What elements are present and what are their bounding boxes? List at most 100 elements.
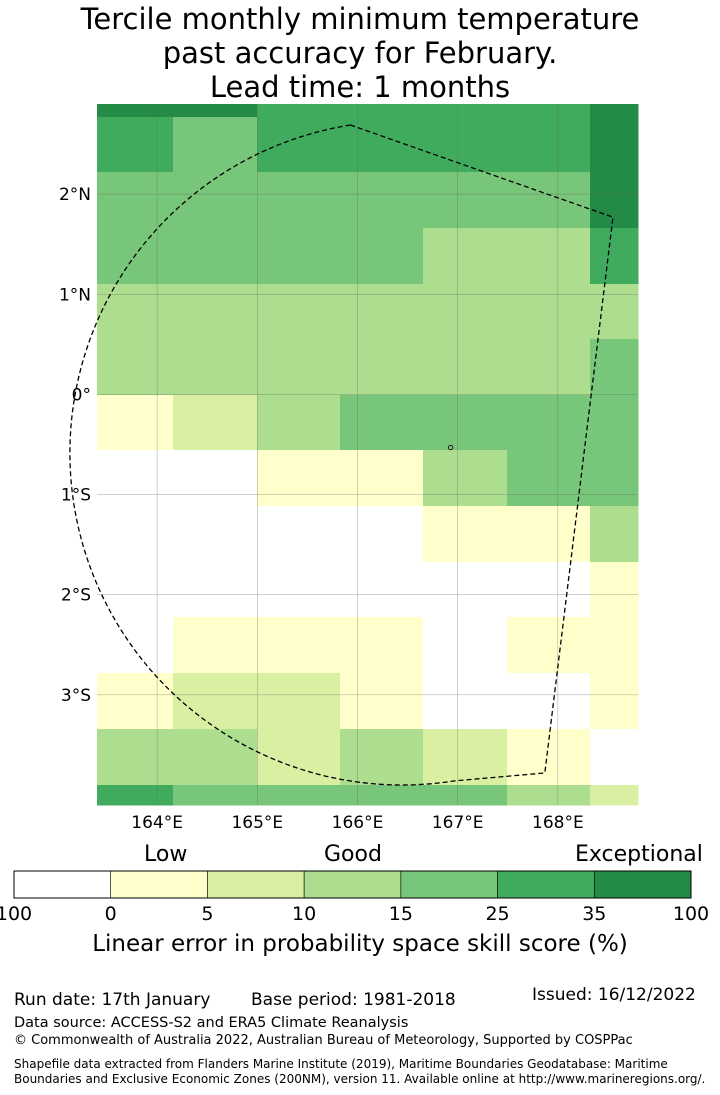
colorbar-tick-label: 100 (673, 903, 709, 925)
grid-cell (340, 673, 424, 730)
grid-cell (590, 395, 639, 451)
lat-tick-label: 2°S (61, 586, 91, 606)
grid-cell (340, 395, 424, 451)
grid-cell (423, 729, 508, 786)
grid-cell (97, 395, 174, 451)
colorbar-bin (13, 870, 112, 899)
grid-cell (173, 395, 258, 451)
grid-cell (173, 506, 258, 563)
grid-cell (173, 785, 258, 806)
grid-cell (423, 562, 508, 618)
grid-cell (590, 172, 639, 229)
chart-title: Tercile monthly minimum temperature past… (0, 2, 720, 104)
lon-tick-label: 168°E (532, 813, 584, 833)
grid-cell (97, 172, 174, 229)
colorbar-tick-label: 0 (105, 903, 117, 925)
colorbar-tick-label: 100 (0, 903, 32, 925)
colorbar-bin (400, 870, 498, 899)
grid-cell (590, 562, 639, 618)
grid-cell (340, 228, 424, 285)
grid-cell (590, 228, 639, 285)
lon-tick-label: 167°E (432, 813, 484, 833)
grid-cell (507, 450, 591, 507)
grid-cell (257, 673, 341, 730)
title-line-2: past accuracy for February. (162, 36, 558, 70)
data-source: Data source: ACCESS-S2 and ERA5 Climate … (14, 1015, 409, 1031)
grid-cell (97, 506, 174, 563)
grid-cell (257, 228, 341, 285)
grid-cell (173, 673, 258, 730)
colorbar-exceptional-label: Exceptional (575, 842, 703, 867)
colorbar-bin (303, 870, 402, 899)
shapefile-credit-line-1: Shapefile data extracted from Flanders M… (14, 1057, 668, 1071)
grid-cell (97, 450, 174, 507)
island-marker (448, 444, 454, 451)
grid-cell (507, 395, 591, 451)
grid-cell (423, 617, 508, 674)
grid-cell (340, 284, 424, 340)
colorbar-low-label: Low (144, 842, 188, 867)
grid-cell (590, 785, 639, 806)
colorbar: 100 0 5 10 15 25 35 100 (0, 870, 709, 925)
grid-cell (423, 172, 508, 229)
lat-tick-label: 2°N (59, 185, 91, 205)
grid-cell (507, 617, 591, 674)
grid-cell (507, 339, 591, 396)
grid-cell (257, 562, 341, 618)
run-date: Run date: 17th January (14, 990, 211, 1010)
colorbar-axis-label: Linear error in probability space skill … (92, 931, 628, 957)
lat-tick-label: 3°S (61, 686, 91, 706)
grid-cell (340, 617, 424, 674)
grid-cell (97, 104, 174, 118)
issued-date: Issued: 16/12/2022 (532, 985, 696, 1005)
eez-boundary-line (69, 124, 614, 786)
grid-cell (590, 506, 639, 563)
shapefile-credit-line-2: Boundaries and Exclusive Economic Zones … (14, 1072, 706, 1086)
grid-cell (340, 450, 424, 507)
grid-cell (173, 339, 258, 396)
grid-cell (257, 172, 341, 229)
grid-cell (173, 562, 258, 618)
grid-cell (423, 117, 508, 173)
grid-cell (590, 339, 639, 396)
lat-tick-label: 1°S (61, 486, 91, 506)
grid-cell (507, 117, 591, 173)
grid-cell (97, 673, 174, 730)
grid-cell (507, 506, 591, 563)
grid-cell (590, 104, 639, 118)
lon-tick-label: 166°E (332, 813, 384, 833)
grid-cell (423, 228, 508, 285)
grid-cell (590, 617, 639, 674)
colorbar-tick-label: 25 (485, 903, 509, 925)
grid-cell (340, 562, 424, 618)
lon-tick-label: 165°E (231, 813, 283, 833)
base-period: Base period: 1981-2018 (251, 990, 456, 1010)
grid-cell (590, 729, 639, 786)
colorbar-good-label: Good (324, 842, 382, 867)
grid-cell (257, 785, 341, 806)
grid-cell (340, 104, 424, 118)
grid-cell (97, 284, 174, 340)
grid-cell (257, 617, 341, 674)
grid-cell (423, 450, 508, 507)
grid-cell (257, 284, 341, 340)
grid-cell (590, 450, 639, 507)
grid-cell (257, 339, 341, 396)
grid-cell (97, 339, 174, 396)
grid-cell (423, 104, 508, 118)
eez-boundary (69, 124, 614, 786)
grid-cell (507, 562, 591, 618)
grid-cell (97, 617, 174, 674)
grid-cell (340, 785, 424, 806)
title-line-1: Tercile monthly minimum temperature (80, 2, 640, 36)
grid-cell (423, 395, 508, 451)
grid-cell (423, 785, 508, 806)
grid-cell (257, 117, 341, 173)
grid-cell (257, 104, 341, 118)
map-axis-labels: 2°N 1°N 0° 1°S 2°S 3°S 164°E 165°E 166°E 167°E 168… (59, 185, 584, 833)
colorbar-tick-label: 15 (389, 903, 413, 925)
skill-grid (97, 104, 639, 806)
grid-cell (340, 172, 424, 229)
grid-cell (173, 617, 258, 674)
grid-cell (507, 284, 591, 340)
